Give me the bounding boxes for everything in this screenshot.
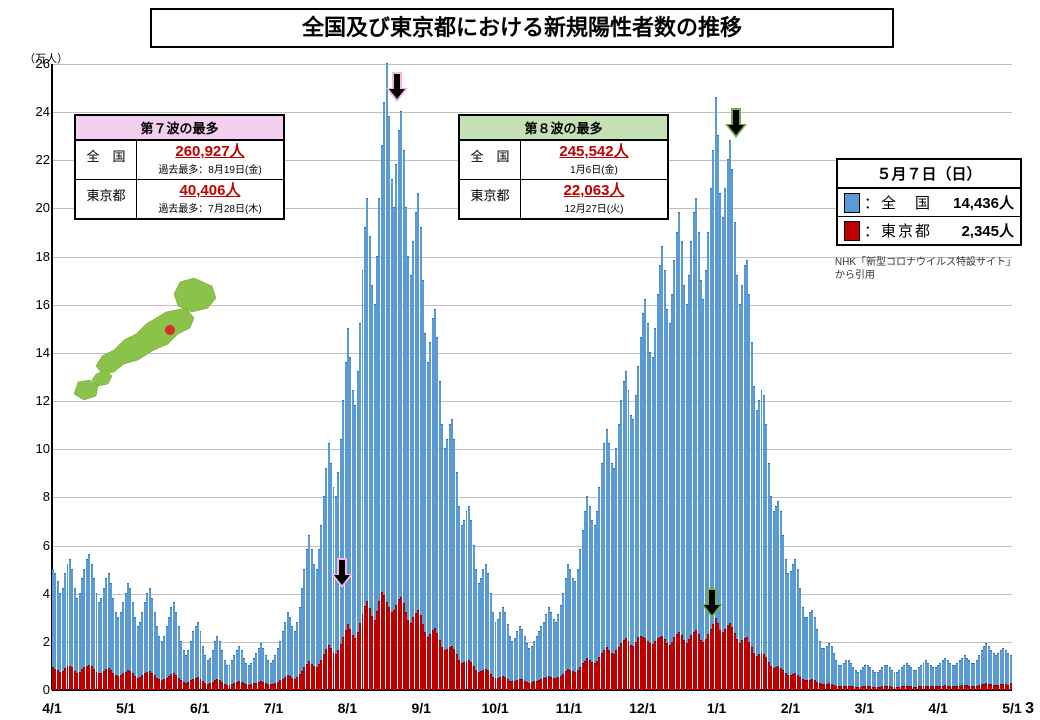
x-tick-label: 2/1 <box>781 700 800 716</box>
table-row: 全 国 245,542人 1月6日(金) <box>460 141 667 179</box>
x-tick-label: 3/1 <box>855 700 874 716</box>
x-tick-label: 4/1 <box>42 700 61 716</box>
y-tick-label: 2 <box>10 634 50 649</box>
legend-date: ５月７日（日） <box>838 160 1020 189</box>
source-citation: NHK「新型コロナウイルス特設サイト」 から引用 <box>835 256 1016 282</box>
legend-row: ：全 国 14,436人 <box>838 189 1020 216</box>
swatch-icon <box>844 193 860 213</box>
value-cell: 22,063人 12月27日(火) <box>521 180 667 218</box>
y-tick-label: 16 <box>10 297 50 312</box>
region-label: 全 国 <box>76 141 137 179</box>
x-tick-label: 1/1 <box>707 700 726 716</box>
y-tick-label: 18 <box>10 249 50 264</box>
x-tick-label: 8/1 <box>338 700 357 716</box>
tokyo-bar <box>1010 683 1012 690</box>
x-tick-label: 4/1 <box>928 700 947 716</box>
table-row: 東京都 40,406人 過去最多：7月28日(木) <box>76 179 283 218</box>
x-tick-label: 7/1 <box>264 700 283 716</box>
tokyo-marker-icon <box>165 325 175 335</box>
japan-map-icon <box>70 276 220 406</box>
table-row: 東京都 22,063人 12月27日(火) <box>460 179 667 218</box>
table-row: 全 国 260,927人 過去最多：8月19日(金) <box>76 141 283 179</box>
legend-box: ５月７日（日） ：全 国 14,436人 ：東京都 2,345人 <box>836 158 1022 246</box>
x-tick-label: 5/1 <box>1002 700 1021 716</box>
value-cell: 245,542人 1月6日(金) <box>521 141 667 179</box>
legend-row: ：東京都 2,345人 <box>838 216 1020 244</box>
x-tick-label: 5/1 <box>116 700 135 716</box>
y-tick-label: 14 <box>10 345 50 360</box>
region-label: 全 国 <box>460 141 521 179</box>
wave8-header: 第８波の最多 <box>460 116 667 141</box>
region-label: 東京都 <box>460 180 521 218</box>
legend-value: 2,345人 <box>934 220 1014 241</box>
y-tick-label: 22 <box>10 152 50 167</box>
x-tick-label: 6/1 <box>190 700 209 716</box>
swatch-icon <box>844 221 860 241</box>
legend-value: 14,436人 <box>934 192 1014 213</box>
page-number: 3 <box>1025 700 1034 718</box>
x-tick-label: 12/1 <box>629 700 656 716</box>
chart-title: 全国及び東京都における新規陽性者数の推移 <box>150 8 894 48</box>
x-tick-label: 10/1 <box>481 700 508 716</box>
value-cell: 40,406人 過去最多：7月28日(木) <box>137 180 283 218</box>
wave7-info-table: 第７波の最多 全 国 260,927人 過去最多：8月19日(金) 東京都 40… <box>74 114 285 220</box>
legend-label: ：全 国 <box>864 192 934 213</box>
region-label: 東京都 <box>76 180 137 218</box>
wave7-header: 第７波の最多 <box>76 116 283 141</box>
x-tick-label: 9/1 <box>411 700 430 716</box>
y-tick-label: 0 <box>10 682 50 697</box>
y-tick-label: 12 <box>10 393 50 408</box>
y-tick-label: 24 <box>10 104 50 119</box>
y-tick-label: 6 <box>10 538 50 553</box>
y-tick-label: 4 <box>10 586 50 601</box>
x-tick-label: 11/1 <box>556 700 582 716</box>
y-tick-label: 8 <box>10 489 50 504</box>
y-tick-label: 10 <box>10 441 50 456</box>
y-tick-label: 20 <box>10 200 50 215</box>
value-cell: 260,927人 過去最多：8月19日(金) <box>137 141 283 179</box>
legend-label: ：東京都 <box>864 220 934 241</box>
y-tick-label: 26 <box>10 56 50 71</box>
wave8-info-table: 第８波の最多 全 国 245,542人 1月6日(金) 東京都 22,063人 … <box>458 114 669 220</box>
